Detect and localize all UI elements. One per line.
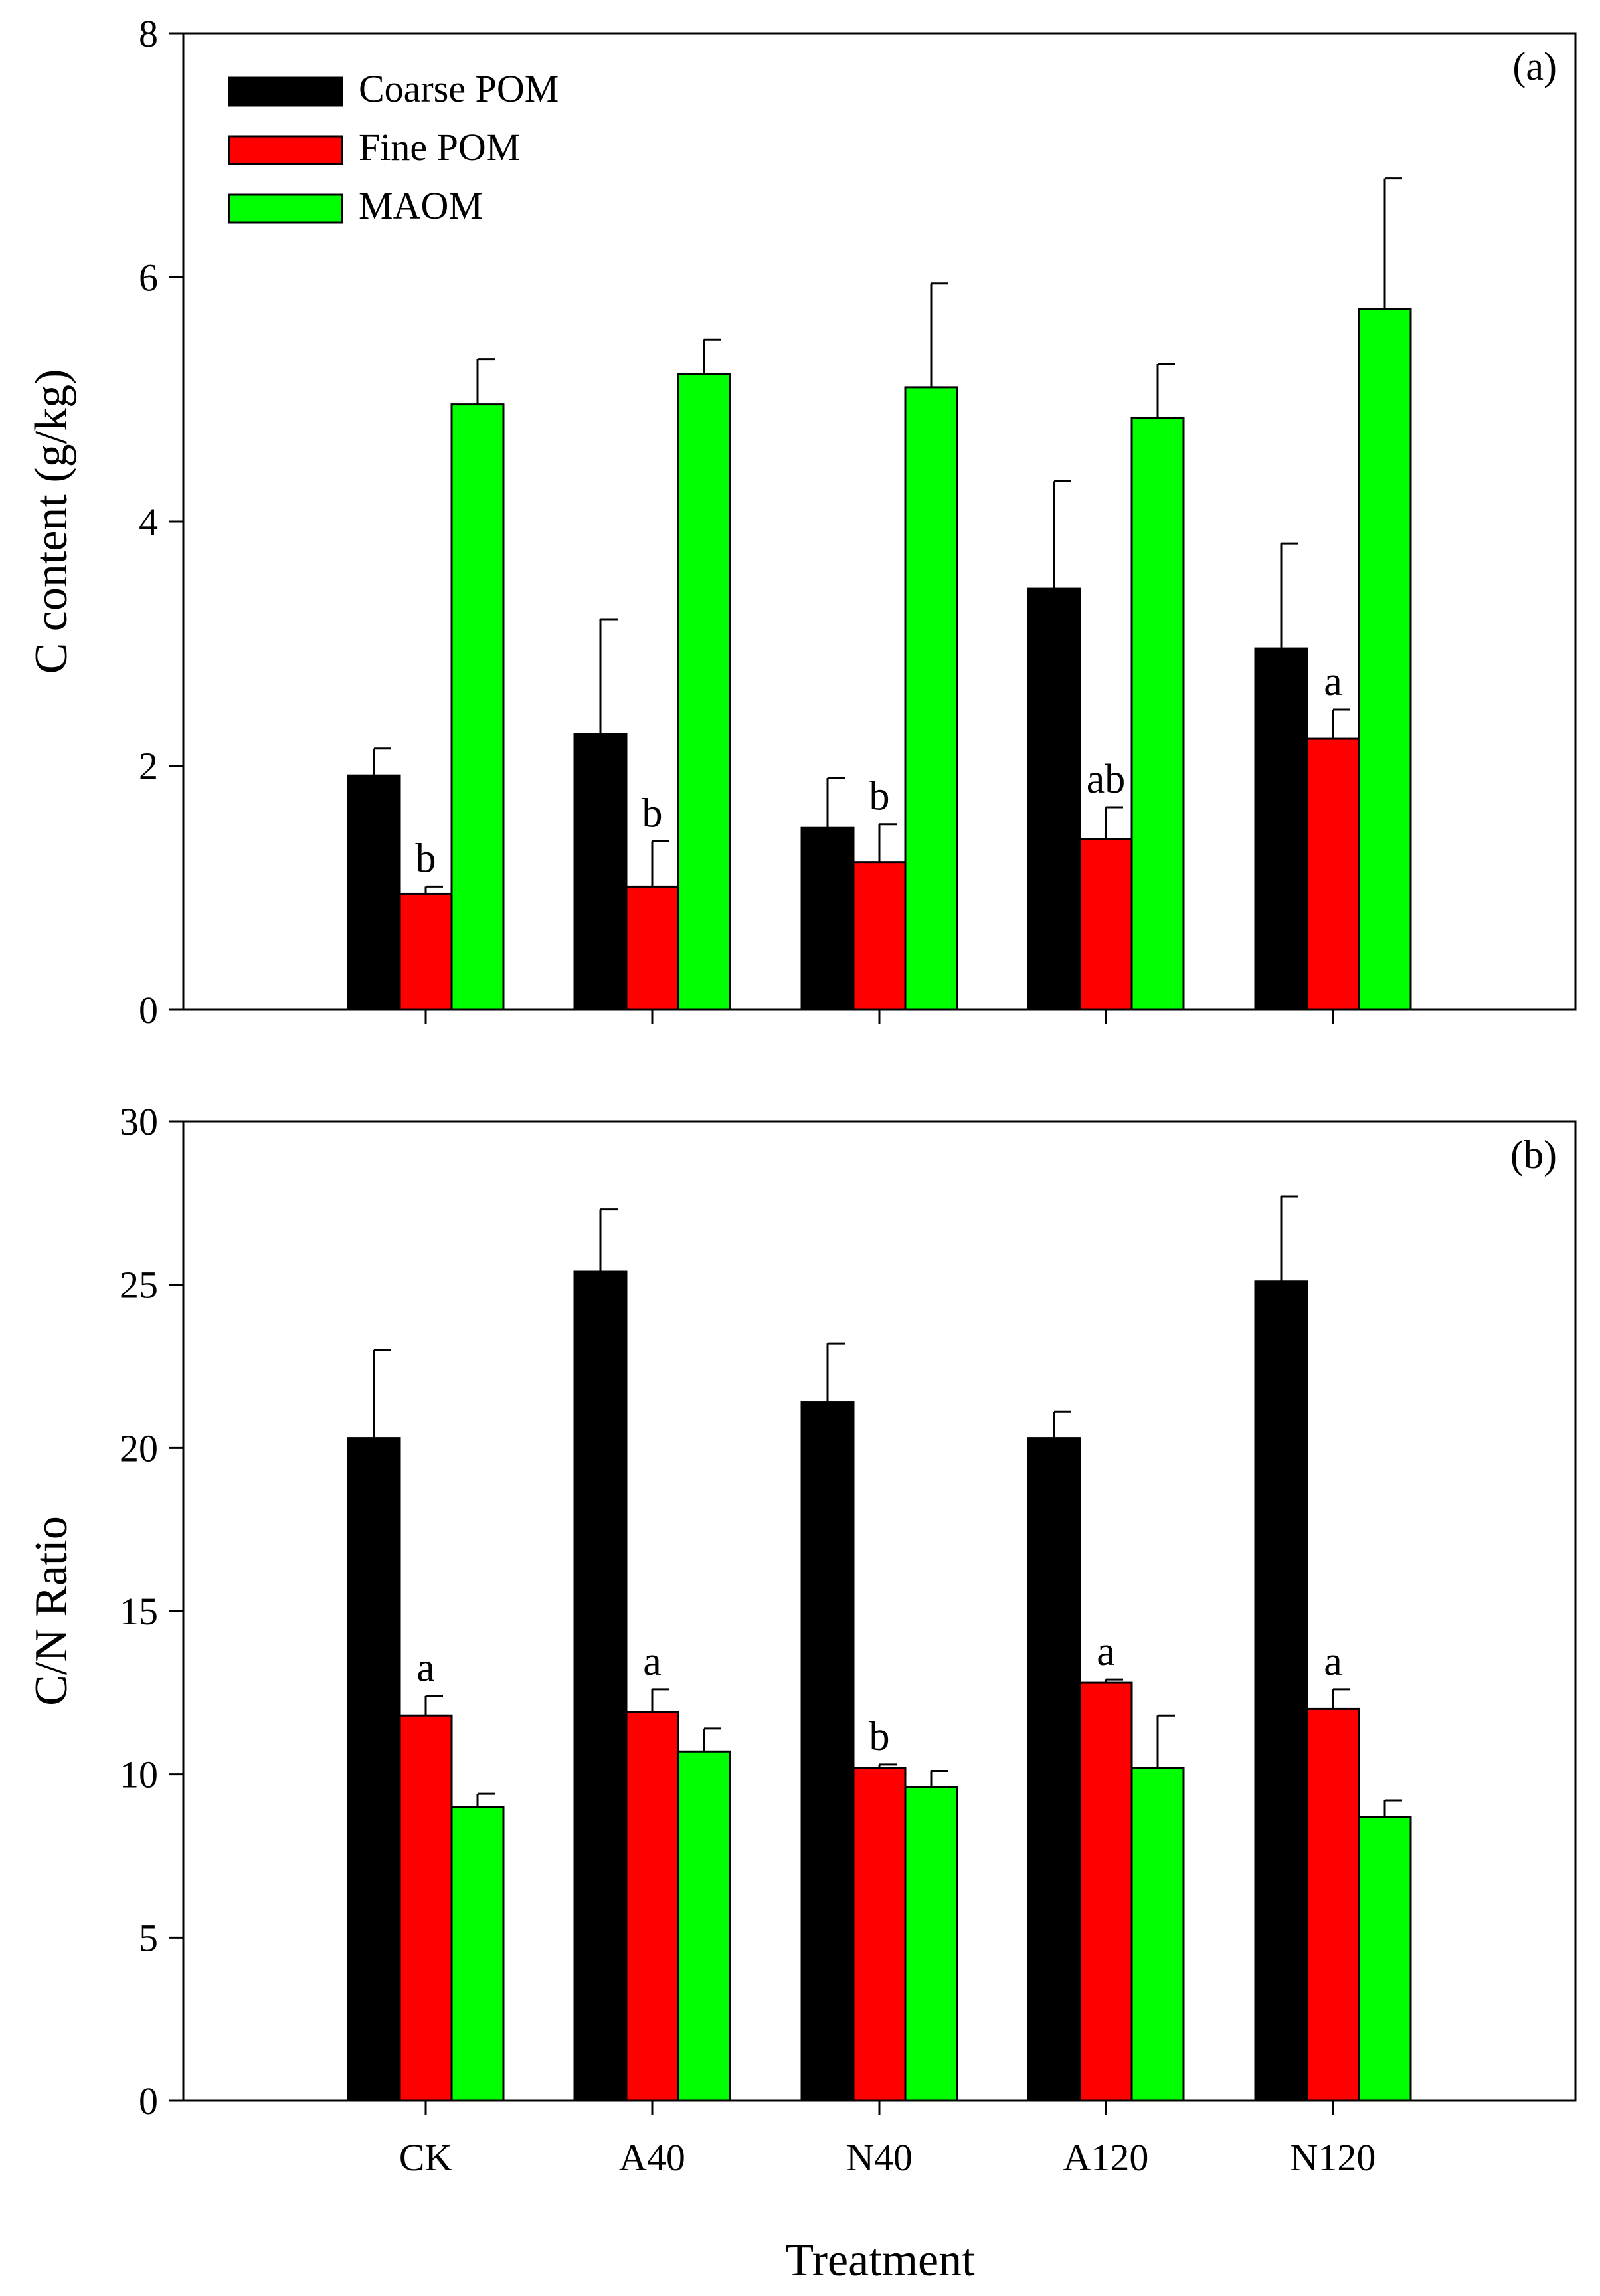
x-tick-label-a120: A120 bbox=[1063, 2136, 1149, 2179]
significance-label: ab bbox=[1087, 757, 1126, 802]
bar-maom-n120 bbox=[1358, 1816, 1412, 2102]
bar-maom-a40 bbox=[677, 373, 731, 1011]
bar-maom-ck bbox=[450, 403, 505, 1011]
significance-label: b bbox=[642, 791, 663, 836]
y-tick-label: 25 bbox=[120, 1264, 158, 1307]
significance-label: b bbox=[869, 774, 890, 819]
panel-a-c-content: b b b ab a 0 2 4 6 8 C content (g/kg) (a) bbox=[26, 12, 1577, 1032]
x-tick-label-a40: A40 bbox=[619, 2136, 685, 2179]
significance-label: a bbox=[1097, 1629, 1115, 1674]
significance-label: a bbox=[1324, 1639, 1342, 1684]
bar-maom-n40 bbox=[904, 386, 958, 1011]
bar-fine-pom-a40 bbox=[625, 1711, 679, 2102]
significance-label: b bbox=[416, 836, 436, 881]
x-tick-label-n120: N120 bbox=[1290, 2136, 1376, 2179]
legend-swatch-coarse-pom bbox=[228, 76, 343, 107]
bar-maom-n40 bbox=[904, 1786, 958, 2102]
y-tick-label: 0 bbox=[139, 2079, 158, 2123]
panel-label: (b) bbox=[1510, 1133, 1557, 1177]
y-tick-label: 4 bbox=[139, 500, 158, 543]
bar-coarse-pom-a40 bbox=[573, 1270, 628, 2102]
bar-fine-pom-ck bbox=[399, 1714, 453, 2102]
bar-coarse-pom-n40 bbox=[800, 1401, 855, 2102]
y-tick-label: 10 bbox=[120, 1753, 158, 1796]
x-tick-label-ck: CK bbox=[399, 2136, 453, 2179]
bar-maom-a120 bbox=[1130, 1767, 1185, 2102]
legend-swatch-maom bbox=[228, 193, 343, 224]
y-axis-title: C/N Ratio bbox=[26, 1516, 77, 1706]
bar-coarse-pom-n120 bbox=[1254, 647, 1308, 1011]
legend-label-maom: MAOM bbox=[359, 184, 483, 227]
bar-fine-pom-n120 bbox=[1306, 737, 1360, 1011]
bar-coarse-pom-a40 bbox=[573, 733, 628, 1011]
y-tick-label: 5 bbox=[139, 1916, 158, 1959]
bar-fine-pom-a120 bbox=[1079, 838, 1133, 1011]
bar-fine-pom-n40 bbox=[852, 1767, 907, 2102]
significance-label: a bbox=[416, 1646, 435, 1691]
bar-coarse-pom-n40 bbox=[800, 826, 855, 1011]
bar-maom-a120 bbox=[1130, 417, 1185, 1011]
significance-label: a bbox=[643, 1639, 662, 1684]
x-axis-title: Treatment bbox=[785, 2235, 975, 2286]
bar-fine-pom-a120 bbox=[1079, 1681, 1133, 2102]
bar-coarse-pom-a120 bbox=[1027, 1437, 1081, 2102]
x-tick-label-n40: N40 bbox=[846, 2136, 913, 2179]
bar-coarse-pom-a120 bbox=[1027, 587, 1081, 1011]
legend-label-coarse-pom: Coarse POM bbox=[359, 67, 559, 110]
bar-fine-pom-a40 bbox=[625, 885, 679, 1011]
y-tick-label: 20 bbox=[120, 1426, 158, 1470]
bar-coarse-pom-ck bbox=[347, 1437, 401, 2102]
bar-maom-n120 bbox=[1358, 308, 1412, 1011]
y-tick-label: 8 bbox=[139, 12, 158, 55]
y-tick-label: 0 bbox=[139, 989, 158, 1032]
significance-label: a bbox=[1324, 659, 1342, 704]
legend-swatch-fine-pom bbox=[228, 135, 343, 165]
y-tick-label: 2 bbox=[139, 745, 158, 788]
legend-label-fine-pom: Fine POM bbox=[359, 126, 520, 169]
y-tick-label: 6 bbox=[139, 256, 158, 300]
bar-coarse-pom-n120 bbox=[1254, 1280, 1308, 2102]
bar-fine-pom-n40 bbox=[852, 861, 907, 1011]
legend: Coarse POM Fine POM MAOM bbox=[228, 67, 559, 227]
y-axis-title: C content (g/kg) bbox=[26, 369, 77, 674]
bar-fine-pom-ck bbox=[399, 892, 453, 1011]
bar-coarse-pom-ck bbox=[347, 774, 401, 1011]
bar-maom-a40 bbox=[677, 1750, 731, 2102]
y-tick-label: 30 bbox=[120, 1100, 158, 1143]
bar-maom-ck bbox=[450, 1806, 505, 2102]
bar-fine-pom-n120 bbox=[1306, 1707, 1360, 2102]
y-tick-label: 15 bbox=[120, 1590, 158, 1633]
panel-b-cn-ratio: a a b a a 0 5 10 15 20 25 30 CK A40 N40 A120 N120 C/N Rat… bbox=[26, 1100, 1577, 2179]
significance-label: b bbox=[869, 1714, 890, 1759]
panel-label: (a) bbox=[1512, 45, 1557, 88]
